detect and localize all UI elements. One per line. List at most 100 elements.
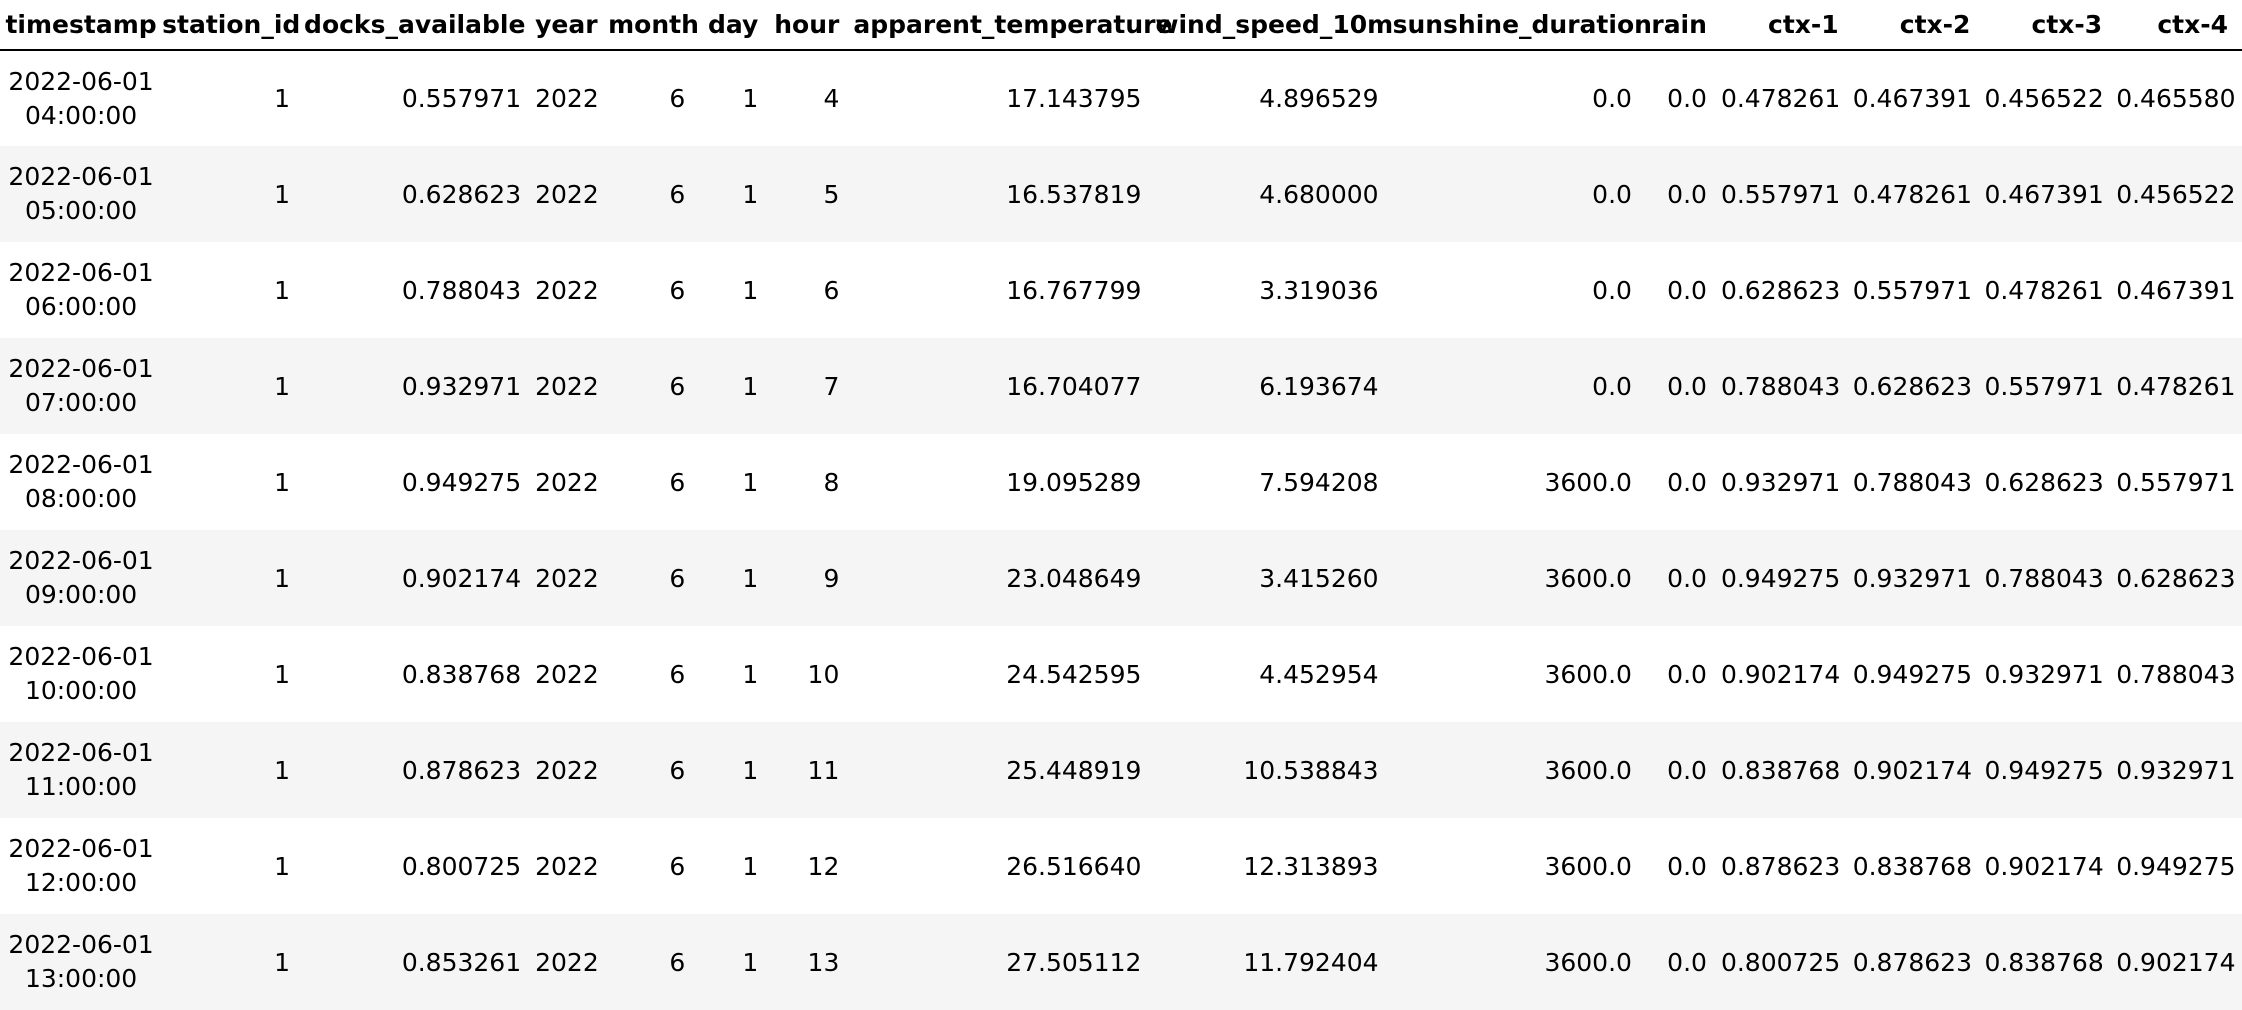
timestamp-date: 2022-06-01 [8, 546, 154, 575]
cell-hour: 13 [807, 947, 840, 977]
table-row: 2022-06-01 05:00:00 1 0.628623 2022 6 1 5 16.537… [0, 146, 2242, 242]
cell-hour: 11 [807, 755, 840, 785]
table-row: 2022-06-01 06:00:00 1 0.788043 2022 6 1 6 16.767… [0, 242, 2242, 338]
cell-ctx-4: 0.628623 [2116, 563, 2236, 593]
timestamp-date: 2022-06-01 [8, 834, 154, 863]
cell-month: 6 [669, 947, 686, 977]
column-header-docks-available: docks_available [304, 0, 536, 51]
cell-timestamp: 2022-06-01 11:00:00 [0, 722, 162, 818]
cell-wind-speed-10m: 7.594208 [1259, 467, 1379, 497]
cell-year: 2022 [535, 179, 599, 209]
table-row: 2022-06-01 12:00:00 1 0.800725 2022 6 1 12 26.51… [0, 818, 2242, 914]
cell-rain: 0.0 [1667, 467, 1707, 497]
table-row: 2022-06-01 13:00:00 1 0.853261 2022 6 1 13 27.50… [0, 914, 2242, 1010]
cell-year: 2022 [535, 275, 599, 305]
timestamp-date: 2022-06-01 [8, 930, 154, 959]
cell-station-id: 1 [274, 84, 291, 113]
cell-wind-speed-10m: 12.313893 [1243, 851, 1379, 881]
timestamp-time: 12:00:00 [24, 868, 138, 897]
cell-year: 2022 [535, 371, 599, 401]
cell-ctx-1: 0.788043 [1720, 371, 1841, 401]
timestamp-date: 2022-06-01 [8, 642, 154, 671]
timestamp-date: 2022-06-01 [8, 738, 154, 767]
cell-station-id: 1 [274, 755, 291, 785]
cell-month: 6 [669, 755, 686, 785]
cell-hour: 5 [823, 179, 840, 209]
cell-day: 1 [742, 851, 759, 881]
cell-year: 2022 [535, 563, 599, 593]
cell-sunshine-duration: 3600.0 [1544, 851, 1632, 881]
cell-sunshine-duration: 3600.0 [1544, 659, 1632, 689]
cell-station-id: 1 [274, 275, 291, 305]
cell-hour: 12 [807, 851, 840, 881]
cell-rain: 0.0 [1667, 275, 1707, 305]
cell-month: 6 [669, 563, 686, 593]
cell-ctx-3: 0.902174 [1984, 851, 2104, 881]
cell-wind-speed-10m: 4.680000 [1259, 179, 1379, 209]
cell-ctx-4: 0.557971 [2116, 467, 2236, 497]
cell-ctx-3: 0.557971 [1984, 371, 2104, 401]
cell-wind-speed-10m: 4.896529 [1259, 84, 1379, 113]
cell-ctx-2: 0.478261 [1852, 179, 1972, 209]
cell-ctx-1: 0.800725 [1720, 947, 1841, 977]
column-header-month: month [608, 0, 700, 51]
cell-sunshine-duration: 3600.0 [1544, 563, 1632, 593]
cell-wind-speed-10m: 4.452954 [1259, 659, 1379, 689]
cell-ctx-3: 0.838768 [1984, 947, 2104, 977]
cell-year: 2022 [535, 467, 599, 497]
cell-apparent-temperature: 27.505112 [1006, 947, 1142, 977]
cell-ctx-4: 0.949275 [2116, 851, 2236, 881]
cell-apparent-temperature: 23.048649 [1006, 563, 1142, 593]
cell-month: 6 [669, 179, 686, 209]
cell-ctx-3: 0.932971 [1984, 659, 2104, 689]
cell-day: 1 [742, 563, 759, 593]
column-header-station-id: station_id [162, 0, 305, 51]
cell-rain: 0.0 [1667, 659, 1707, 689]
cell-sunshine-duration: 0.0 [1592, 371, 1632, 401]
cell-month: 6 [669, 851, 686, 881]
cell-day: 1 [742, 659, 759, 689]
cell-hour: 10 [807, 659, 840, 689]
timestamp-time: 11:00:00 [24, 772, 138, 801]
timestamp-date: 2022-06-01 [8, 354, 154, 383]
cell-timestamp: 2022-06-01 09:00:00 [0, 530, 162, 626]
cell-docks-available: 0.557971 [401, 84, 522, 113]
cell-docks-available: 0.838768 [401, 659, 522, 689]
cell-sunshine-duration: 3600.0 [1544, 467, 1632, 497]
cell-month: 6 [669, 659, 686, 689]
timestamp-date: 2022-06-01 [8, 450, 154, 479]
cell-ctx-1: 0.478261 [1720, 84, 1841, 113]
cell-month: 6 [669, 467, 686, 497]
cell-ctx-1: 0.949275 [1720, 563, 1841, 593]
table-row: 2022-06-01 04:00:00 1 0.557971 2022 6 1 4 17.143… [0, 50, 2242, 146]
cell-day: 1 [742, 371, 759, 401]
cell-apparent-temperature: 16.767799 [1006, 275, 1142, 305]
cell-day: 1 [742, 755, 759, 785]
cell-ctx-4: 0.932971 [2116, 755, 2236, 785]
table-row: 2022-06-01 10:00:00 1 0.838768 2022 6 1 10 24.54… [0, 626, 2242, 722]
cell-rain: 0.0 [1667, 371, 1707, 401]
cell-ctx-3: 0.456522 [1984, 84, 2104, 113]
cell-hour: 7 [823, 371, 840, 401]
cell-apparent-temperature: 24.542595 [1006, 659, 1142, 689]
cell-ctx-4: 0.902174 [2116, 947, 2236, 977]
cell-ctx-2: 0.949275 [1852, 659, 1972, 689]
cell-ctx-4: 0.456522 [2116, 179, 2236, 209]
cell-ctx-2: 0.467391 [1852, 84, 1972, 113]
cell-ctx-3: 0.478261 [1984, 275, 2104, 305]
cell-apparent-temperature: 17.143795 [1006, 84, 1142, 113]
cell-ctx-1: 0.902174 [1720, 659, 1841, 689]
cell-rain: 0.0 [1667, 755, 1707, 785]
cell-day: 1 [742, 275, 759, 305]
cell-ctx-3: 0.467391 [1984, 179, 2104, 209]
timestamp-time: 04:00:00 [24, 100, 138, 130]
cell-docks-available: 0.949275 [401, 467, 522, 497]
cell-station-id: 1 [274, 371, 291, 401]
timestamp-time: 09:00:00 [24, 580, 138, 609]
cell-month: 6 [669, 371, 686, 401]
cell-ctx-1: 0.932971 [1720, 467, 1841, 497]
cell-ctx-3: 0.628623 [1984, 467, 2104, 497]
cell-docks-available: 0.878623 [401, 755, 522, 785]
column-header-ctx-4: ctx-4 [2116, 0, 2242, 51]
